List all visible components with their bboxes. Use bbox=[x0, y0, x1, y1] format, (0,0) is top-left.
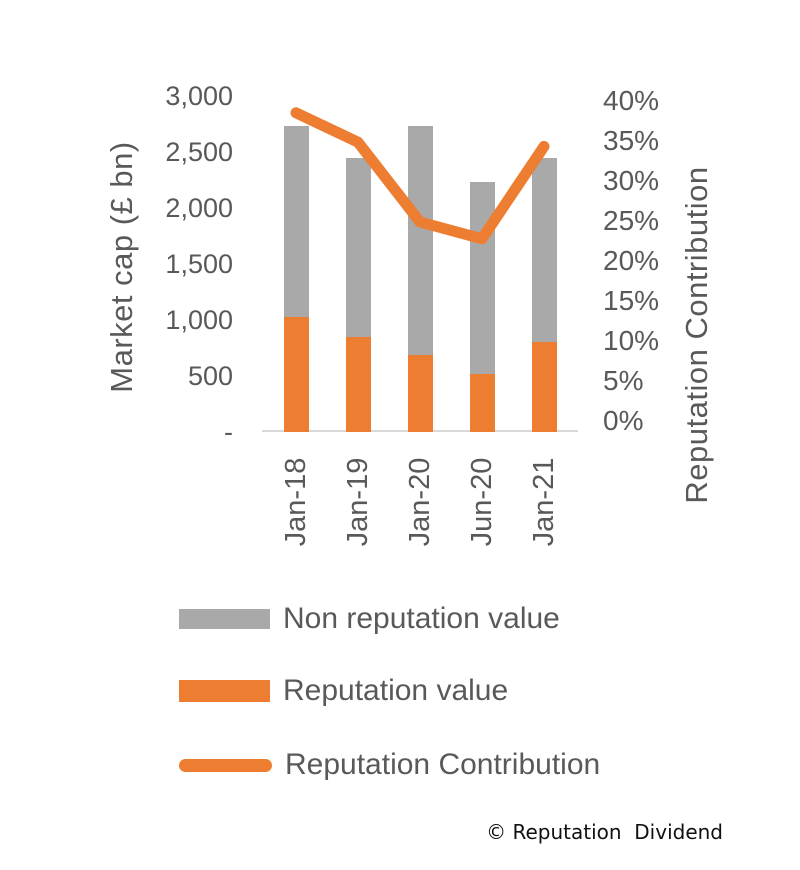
reputation-value-swatch bbox=[179, 680, 270, 702]
bar-segment-non-reputation-value bbox=[531, 157, 557, 343]
legend-label-reputation-value: Reputation value bbox=[283, 674, 509, 707]
reputation-contribution-swatch bbox=[179, 758, 272, 772]
bar-segment-reputation-value bbox=[531, 342, 557, 432]
right-axis-tick-label: 5% bbox=[603, 365, 644, 396]
bar-segment-reputation-value bbox=[407, 354, 433, 432]
right-axis-tick-label: 25% bbox=[603, 205, 660, 236]
right-axis-tick-label: 35% bbox=[603, 125, 660, 156]
right-axis-tick-label: 30% bbox=[603, 165, 660, 196]
bar-segment-reputation-value bbox=[283, 316, 309, 432]
bar-segment-non-reputation-value bbox=[283, 126, 309, 317]
bar-segment-non-reputation-value bbox=[407, 126, 433, 355]
right-axis-tick-label: 40% bbox=[603, 85, 660, 116]
x-axis-category-label: Jan-20 bbox=[404, 457, 436, 547]
bar-segment-reputation-value bbox=[469, 373, 495, 432]
legend-label-reputation-contribution: Reputation Contribution bbox=[285, 748, 601, 781]
bar-segment-non-reputation-value bbox=[469, 182, 495, 374]
x-axis-category-label: Jan-21 bbox=[528, 457, 560, 547]
right-axis-tick-label: 10% bbox=[603, 325, 660, 356]
left-axis-tick-label: 3,000 bbox=[165, 81, 233, 111]
legend-item-reputation-contribution: Reputation Contribution bbox=[179, 748, 601, 781]
left-axis-tick-label: 2,000 bbox=[165, 193, 233, 223]
right-axis-tick-label: 15% bbox=[603, 285, 660, 316]
legend-item-reputation-value: Reputation value bbox=[179, 674, 509, 707]
left-axis-tick-label: - bbox=[224, 417, 233, 447]
left-axis-tick-label: 500 bbox=[187, 361, 233, 391]
x-axis-category-label: Jan-19 bbox=[342, 457, 374, 547]
right-axis-tick-label: 0% bbox=[603, 405, 644, 436]
right-axis-tick-label: 20% bbox=[603, 245, 660, 276]
copyright-text: © Reputation Dividend bbox=[486, 820, 723, 844]
x-axis-category-label: Jan-18 bbox=[280, 457, 312, 547]
legend-label-non-reputation-value: Non reputation value bbox=[283, 602, 560, 635]
bar-segment-reputation-value bbox=[345, 336, 371, 432]
left-axis-tick-label: 1,000 bbox=[165, 305, 233, 335]
left-axis-tick-label: 1,500 bbox=[165, 249, 233, 279]
left-axis-tick-label: 2,500 bbox=[165, 137, 233, 167]
non-reputation-value-swatch bbox=[179, 609, 270, 629]
x-axis-category-label: Jun-20 bbox=[466, 457, 498, 547]
legend-item-non-reputation-value: Non reputation value bbox=[179, 602, 560, 635]
bar-segment-non-reputation-value bbox=[345, 157, 371, 337]
